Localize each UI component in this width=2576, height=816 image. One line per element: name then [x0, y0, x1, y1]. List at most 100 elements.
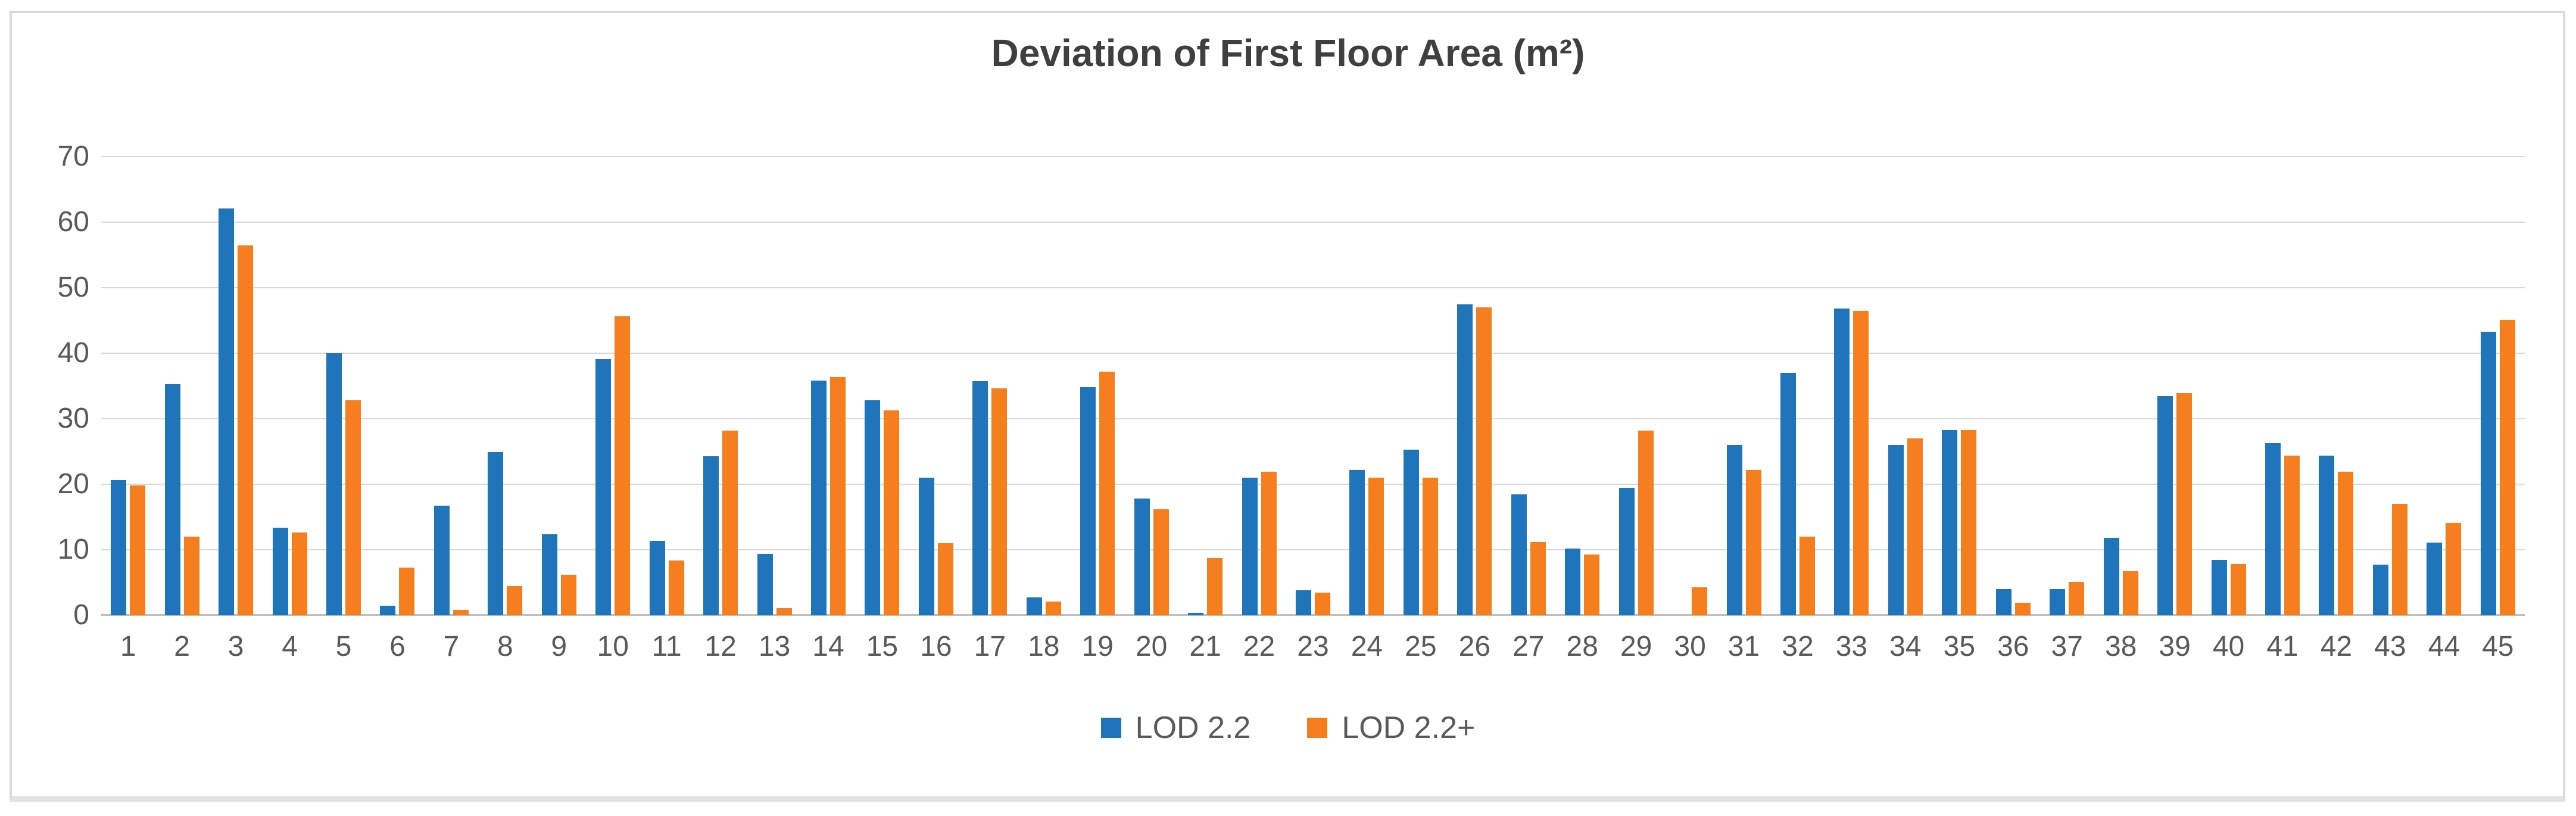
bar-lod22plus-cat35 [1961, 429, 1977, 615]
gridline-y-50 [101, 287, 2525, 288]
bar-group-9 [532, 534, 586, 615]
bar-lod22-cat24 [1349, 469, 1365, 615]
bar-group-5 [317, 353, 370, 615]
legend: LOD 2.2 LOD 2.2+ [0, 710, 2576, 746]
bar-lod22plus-cat10 [615, 316, 631, 615]
bar-lod22plus-cat38 [2122, 571, 2138, 615]
x-tick-label-12: 12 [704, 631, 737, 662]
bar-group-41 [2256, 443, 2309, 615]
bar-lod22plus-cat15 [884, 410, 900, 615]
gridline-y-60 [101, 222, 2525, 223]
bar-lod22-cat20 [1134, 499, 1150, 615]
bar-lod22-cat45 [2480, 331, 2496, 615]
bar-group-20 [1124, 499, 1178, 615]
bar-lod22plus-cat36 [2014, 603, 2031, 615]
bar-lod22plus-cat2 [183, 537, 199, 615]
bar-lod22-cat11 [649, 540, 665, 615]
bar-group-13 [747, 553, 801, 615]
x-tick-label-29: 29 [1620, 631, 1652, 662]
x-tick-label-8: 8 [497, 631, 513, 662]
x-tick-label-45: 45 [2482, 631, 2514, 662]
bar-group-4 [263, 527, 316, 615]
bar-group-21 [1178, 558, 1232, 615]
bar-lod22-cat3 [219, 208, 235, 615]
x-tick-label-5: 5 [335, 631, 352, 662]
x-tick-label-13: 13 [758, 631, 791, 662]
x-tick-label-26: 26 [1458, 631, 1491, 662]
bar-lod22plus-cat22 [1261, 472, 1277, 615]
bar-group-39 [2148, 393, 2201, 615]
bar-lod22-cat6 [380, 605, 396, 615]
bar-group-25 [1394, 449, 1448, 615]
y-tick-label-50: 50 [57, 272, 89, 303]
bar-group-16 [909, 478, 963, 615]
bar-group-11 [640, 540, 693, 615]
x-tick-label-25: 25 [1405, 631, 1437, 662]
bar-lod22plus-cat30 [1692, 587, 1708, 615]
x-tick-label-11: 11 [651, 631, 682, 662]
bar-lod22-cat1 [111, 480, 127, 615]
bar-group-30 [1663, 587, 1717, 615]
bar-lod22plus-cat25 [1422, 478, 1438, 615]
bar-lod22-cat18 [1026, 597, 1042, 615]
bar-lod22plus-cat21 [1207, 558, 1223, 615]
bar-lod22plus-cat9 [560, 574, 576, 615]
gridline-y-0 [101, 614, 2525, 616]
bar-lod22plus-cat6 [399, 567, 415, 615]
x-tick-label-34: 34 [1889, 631, 1922, 662]
x-tick-label-28: 28 [1566, 631, 1598, 662]
bar-group-3 [209, 208, 263, 615]
x-tick-label-44: 44 [2428, 631, 2460, 662]
bar-lod22-cat28 [1565, 548, 1581, 615]
bar-lod22-cat33 [1834, 309, 1850, 615]
bar-lod22plus-cat37 [2069, 581, 2085, 615]
bar-group-42 [2309, 455, 2363, 615]
y-tick-label-60: 60 [57, 206, 89, 238]
gridline-y-30 [101, 418, 2525, 419]
bar-lod22-cat19 [1080, 387, 1096, 615]
bar-lod22-cat23 [1295, 590, 1311, 615]
bar-group-6 [370, 567, 424, 615]
x-tick-label-2: 2 [174, 631, 190, 662]
bar-lod22plus-cat11 [668, 560, 684, 615]
x-tick-label-24: 24 [1351, 631, 1383, 662]
x-tick-label-3: 3 [227, 631, 244, 662]
x-tick-label-42: 42 [2320, 631, 2353, 662]
y-tick-label-20: 20 [57, 468, 89, 500]
bar-lod22plus-cat4 [291, 532, 307, 615]
bar-lod22plus-cat7 [453, 610, 469, 615]
x-tick-label-20: 20 [1135, 631, 1168, 662]
plot-area [101, 156, 2525, 616]
x-tick-label-37: 37 [2051, 631, 2083, 662]
bar-group-24 [1340, 469, 1393, 615]
x-tick-label-14: 14 [812, 631, 844, 662]
bar-group-18 [1017, 597, 1071, 615]
bar-lod22plus-cat40 [2230, 564, 2246, 615]
bar-lod22-cat35 [1942, 429, 1958, 615]
bar-group-38 [2094, 538, 2147, 615]
bar-lod22plus-cat16 [937, 543, 953, 615]
bar-lod22plus-cat31 [1745, 469, 1761, 615]
gridline-y-40 [101, 353, 2525, 354]
gridline-y-20 [101, 484, 2525, 485]
bar-lod22plus-cat34 [1907, 438, 1923, 615]
bar-group-36 [1986, 589, 2040, 615]
x-tick-label-10: 10 [597, 631, 629, 662]
bar-lod22plus-cat5 [345, 400, 361, 615]
legend-label-lod22: LOD 2.2 [1135, 711, 1251, 745]
bar-lod22-cat17 [972, 381, 988, 615]
bar-lod22plus-cat45 [2499, 319, 2515, 615]
bar-group-45 [2471, 319, 2525, 615]
bar-group-19 [1071, 371, 1124, 615]
bar-lod22-cat25 [1403, 449, 1419, 615]
legend-label-lod22plus: LOD 2.2+ [1342, 711, 1476, 745]
legend-swatch-lod22 [1100, 718, 1121, 738]
bar-lod22plus-cat33 [1853, 310, 1869, 615]
y-tick-label-0: 0 [73, 599, 89, 631]
bar-lod22plus-cat13 [776, 608, 792, 615]
bar-lod22-cat34 [1888, 445, 1904, 615]
bar-lod22-cat5 [326, 353, 342, 615]
bar-lod22-cat2 [164, 384, 180, 615]
bar-lod22-cat12 [703, 456, 719, 615]
bar-lod22plus-cat14 [829, 376, 846, 615]
